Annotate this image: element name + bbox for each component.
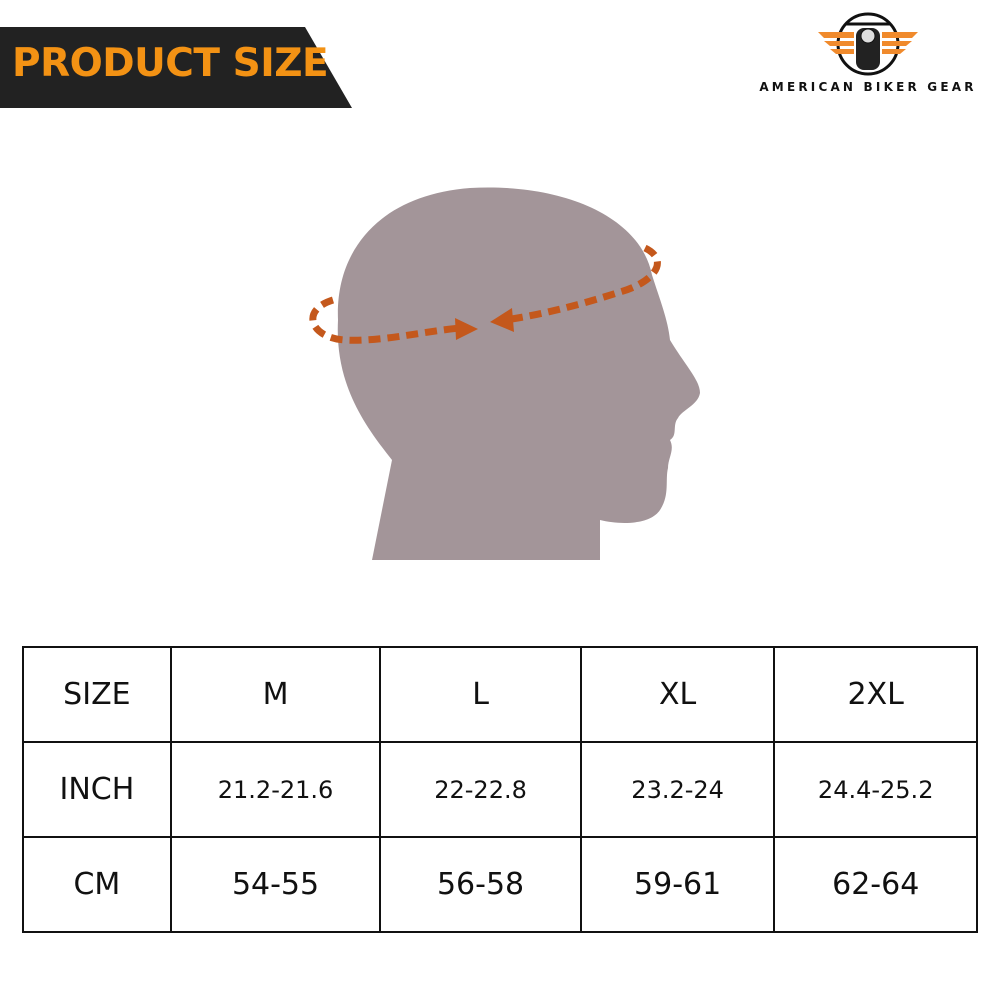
logo-text: AMERICAN BIKER GEAR xyxy=(759,80,977,94)
table-header-row: SIZE M L XL 2XL xyxy=(22,646,978,743)
row-label: CM xyxy=(22,836,172,933)
motorcycle-wings-icon xyxy=(818,12,918,76)
table-cell: 24.4-25.2 xyxy=(773,741,978,838)
header-cell: L xyxy=(379,646,582,743)
product-size-banner: PRODUCT SIZE xyxy=(0,27,352,108)
header-cell: 2XL xyxy=(773,646,978,743)
table-row-inch: INCH 21.2-21.6 22-22.8 23.2-24 24.4-25.2 xyxy=(22,741,978,838)
head-silhouette xyxy=(337,187,700,561)
head-measurement-illustration xyxy=(300,180,720,574)
banner-title: PRODUCT SIZE xyxy=(12,41,329,86)
header-cell: SIZE xyxy=(22,646,172,743)
table-cell: 54-55 xyxy=(169,836,382,933)
table-cell: 59-61 xyxy=(579,836,776,933)
brand-logo: AMERICAN BIKER GEAR xyxy=(758,8,978,98)
table-row-cm: CM 54-55 56-58 59-61 62-64 xyxy=(22,836,978,933)
measurement-tape-left xyxy=(309,296,461,344)
table-cell: 21.2-21.6 xyxy=(169,741,382,838)
row-label: INCH xyxy=(22,741,172,838)
header-cell: XL xyxy=(579,646,776,743)
table-cell: 22-22.8 xyxy=(379,741,582,838)
size-chart-table: SIZE M L XL 2XL INCH 21.2-21.6 22-22.8 2… xyxy=(22,646,978,933)
table-cell: 62-64 xyxy=(773,836,978,933)
header-cell: M xyxy=(169,646,382,743)
arrow-left-icon xyxy=(490,308,514,332)
table-cell: 56-58 xyxy=(379,836,582,933)
table-cell: 23.2-24 xyxy=(579,741,776,838)
arrow-right-icon xyxy=(455,318,478,340)
measurement-tape-right xyxy=(504,244,661,324)
